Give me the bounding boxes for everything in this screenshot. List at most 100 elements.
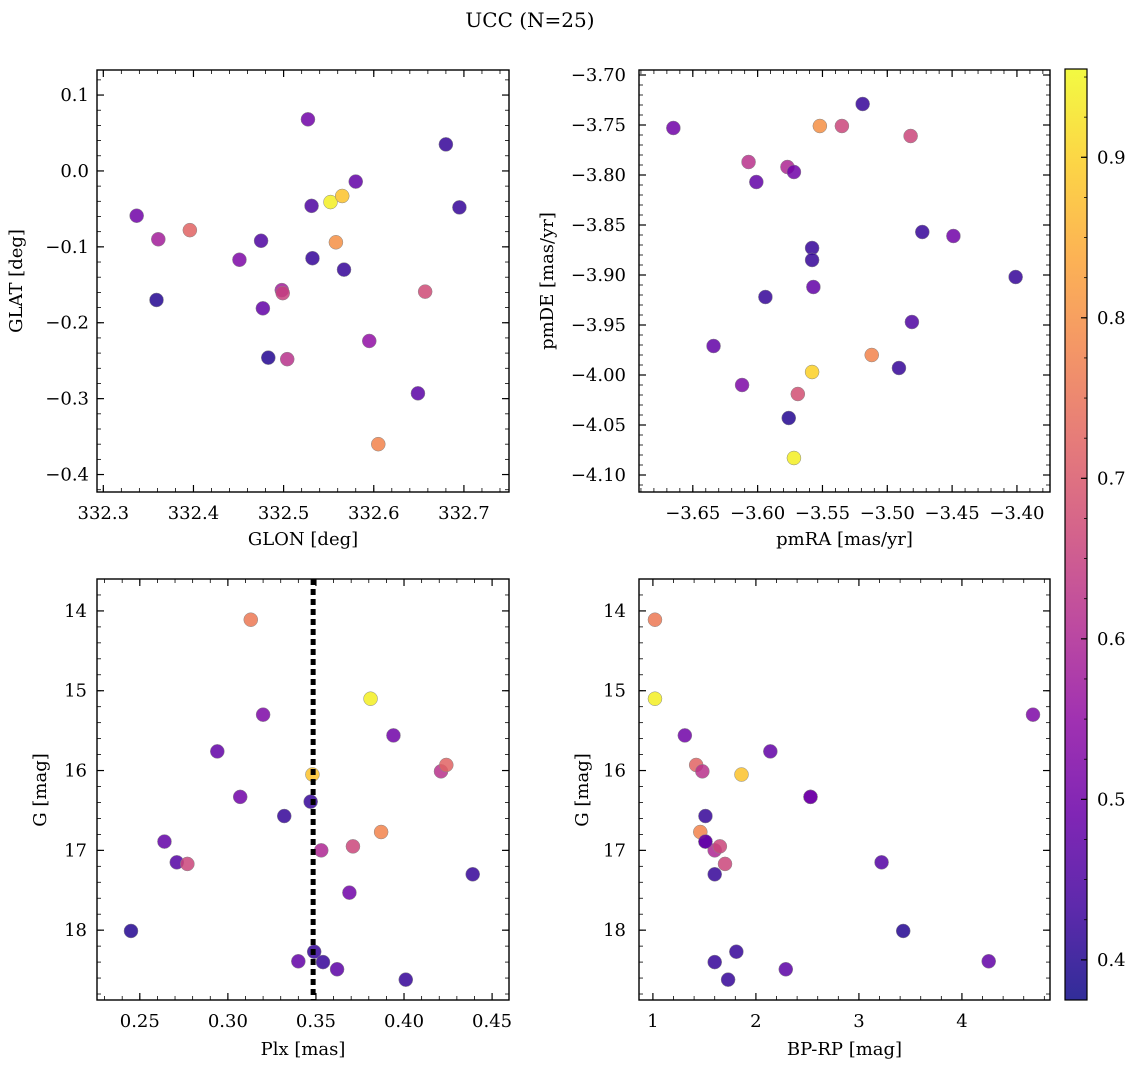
x-axis-label: BP-RP [mag] xyxy=(787,1039,902,1060)
data-point xyxy=(812,118,828,134)
data-point xyxy=(698,834,713,849)
data-point xyxy=(758,289,773,305)
colorbar: 0.4 0.5 0.6 0.7 0.8 0.9 xyxy=(1064,68,1126,1001)
y-tick-label: −3.70 xyxy=(571,65,626,86)
data-point xyxy=(410,386,426,401)
x-tick-label: −3.50 xyxy=(860,503,915,524)
colorbar-tick-label: 0.6 xyxy=(1097,629,1126,650)
data-point xyxy=(666,120,681,136)
data-point xyxy=(315,954,331,970)
y-tick-label: −3.90 xyxy=(571,265,626,286)
data-point xyxy=(371,436,386,452)
y-tick-label: 18 xyxy=(603,920,626,941)
panels: 332.3 332.4 332.5 332.6 332.7 0.1 0.0 −0.1 −0.2 −… xyxy=(6,65,1051,1060)
data-point xyxy=(734,767,749,782)
data-point xyxy=(232,252,247,267)
x-tick-label: 0.25 xyxy=(120,1011,160,1032)
y-tick-label: 0.0 xyxy=(60,161,89,182)
x-tick-label: 1 xyxy=(647,1011,658,1032)
x-tick-label: 332.3 xyxy=(78,503,130,524)
data-point xyxy=(677,728,693,743)
data-point xyxy=(363,691,378,706)
data-point xyxy=(232,789,248,805)
x-axis-label: Plx [mas] xyxy=(261,1039,346,1060)
data-point xyxy=(790,386,806,402)
y-tick-label: 17 xyxy=(603,840,626,861)
data-point xyxy=(1008,269,1023,285)
colorbar-tick-label: 0.8 xyxy=(1097,308,1126,329)
plot-frame xyxy=(96,69,510,493)
data-point xyxy=(255,707,271,722)
y-tick-label: 18 xyxy=(64,920,87,941)
y-tick-label: −0.3 xyxy=(45,389,89,410)
x-tick-label: 332.5 xyxy=(258,503,310,524)
data-point xyxy=(1025,707,1041,722)
x-tick-label: 0.40 xyxy=(384,1011,424,1032)
y-axis-label: G [mag] xyxy=(30,753,51,826)
y-tick-label: −0.4 xyxy=(45,465,89,486)
y-tick-label: 15 xyxy=(603,681,626,702)
data-point xyxy=(182,222,198,238)
data-point xyxy=(695,764,710,779)
data-point xyxy=(305,250,320,266)
data-point xyxy=(803,789,818,805)
data-point xyxy=(417,284,433,299)
data-point xyxy=(334,188,350,204)
data-point xyxy=(253,233,269,249)
data-point xyxy=(386,728,401,743)
y-tick-label: −0.1 xyxy=(45,237,89,258)
y-tick-label: 14 xyxy=(603,601,626,622)
colorbar-tick-label: 0.5 xyxy=(1097,789,1126,810)
data-point xyxy=(180,856,195,872)
data-point xyxy=(891,360,907,376)
y-tick-label: 14 xyxy=(64,601,87,622)
data-point xyxy=(804,364,820,380)
data-point xyxy=(438,137,454,152)
data-point xyxy=(786,450,802,466)
data-point xyxy=(874,855,889,870)
data-point xyxy=(149,292,164,308)
x-tick-label: 332.7 xyxy=(438,503,490,524)
figure-title: UCC (N=25) xyxy=(465,8,594,32)
data-point xyxy=(720,972,736,987)
data-point xyxy=(855,96,870,112)
y-tick-label: −4.00 xyxy=(571,365,626,386)
x-tick-label: 0.45 xyxy=(472,1011,512,1032)
y-tick-label: 17 xyxy=(64,840,87,861)
colorbar-tick-label: 0.4 xyxy=(1097,950,1126,971)
x-tick-label: 332.4 xyxy=(168,503,220,524)
y-axis-label: pmDE [mas/yr] xyxy=(537,212,558,350)
data-point xyxy=(243,612,259,627)
y-axis-label: GLAT [deg] xyxy=(6,229,27,333)
data-point xyxy=(348,174,363,189)
data-point xyxy=(707,954,722,970)
y-tick-label: −3.80 xyxy=(571,165,626,186)
data-point xyxy=(300,112,316,127)
data-point xyxy=(729,944,744,959)
data-point xyxy=(328,235,344,250)
x-axis-label: pmRA [mas/yr] xyxy=(776,529,913,550)
panel-glon-glat: 332.3 332.4 332.5 332.6 332.7 0.1 0.0 −0.1 −0.2 −… xyxy=(6,69,510,550)
data-point xyxy=(741,154,756,170)
data-point xyxy=(864,347,879,363)
x-tick-label: 4 xyxy=(956,1011,967,1032)
panel-pm: −3.65 −3.60 −3.55 −3.50 −3.45 −3.40 −3.70 −3.75… xyxy=(537,65,1051,550)
x-tick-label: −3.40 xyxy=(989,503,1044,524)
x-tick-label: 332.6 xyxy=(348,503,400,524)
x-tick-label: 3 xyxy=(853,1011,864,1032)
data-point xyxy=(804,252,820,268)
colorbar-tick-label: 0.7 xyxy=(1097,468,1126,489)
colorbar-gradient xyxy=(1064,68,1088,1001)
data-point xyxy=(329,962,345,977)
data-point xyxy=(313,843,329,858)
y-axis-label: G [mag] xyxy=(572,753,593,826)
data-point xyxy=(398,972,414,987)
data-point xyxy=(706,338,721,354)
data-point xyxy=(210,744,225,759)
data-point xyxy=(291,954,306,969)
y-tick-label: 0.1 xyxy=(60,85,89,106)
data-point xyxy=(915,224,930,240)
data-point xyxy=(157,834,172,849)
data-point xyxy=(129,208,144,223)
